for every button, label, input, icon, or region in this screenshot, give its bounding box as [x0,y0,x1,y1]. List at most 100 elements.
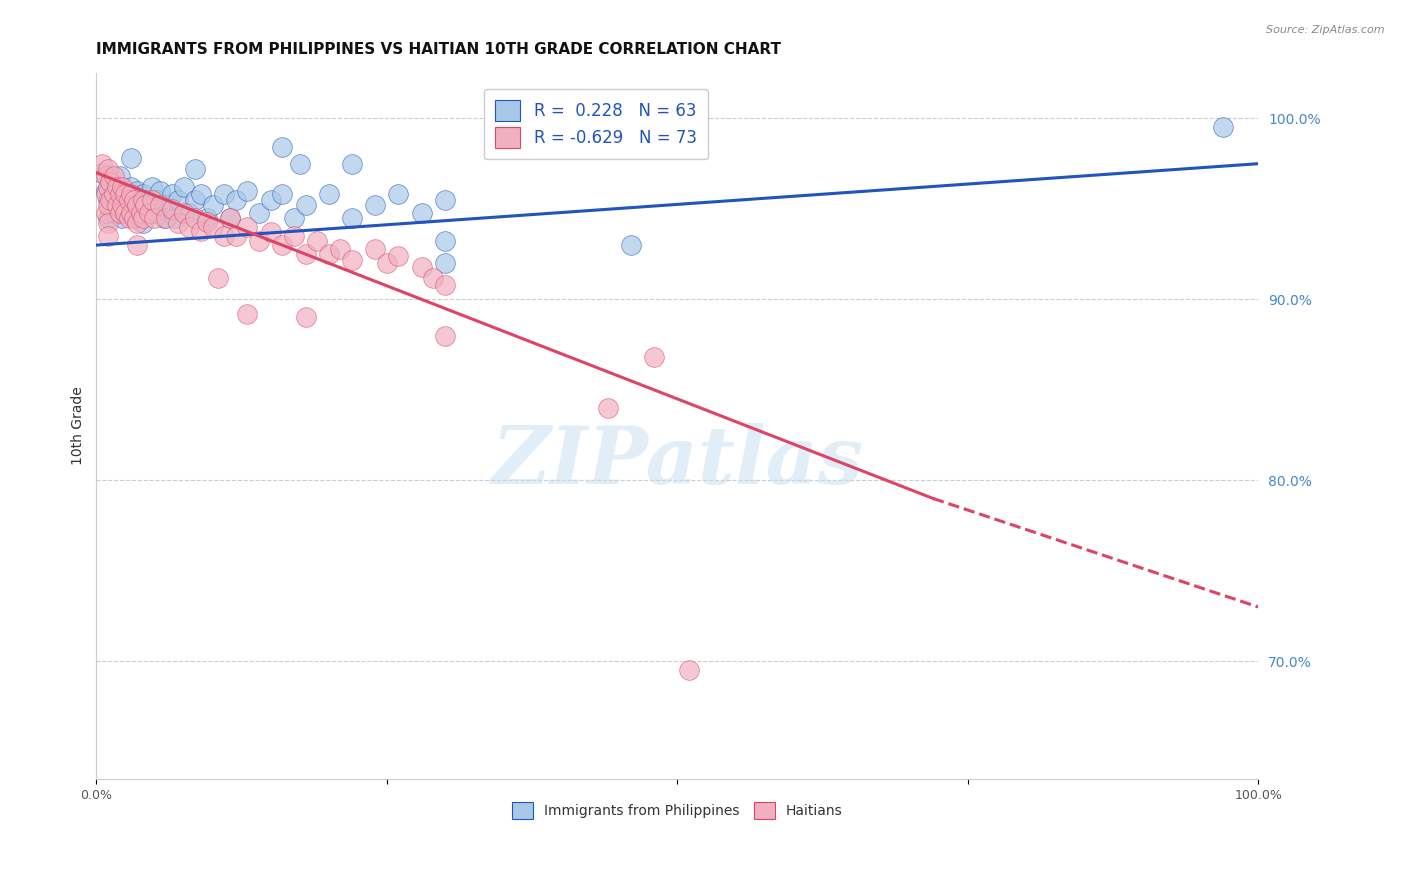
Point [132,211,155,225]
Point [98,175,121,189]
Point [166,216,188,230]
Point [118,211,141,225]
Point [283,229,305,244]
Point [212,229,235,244]
Point [219,211,242,225]
Point [108,205,131,219]
Text: Source: ZipAtlas.com: Source: ZipAtlas.com [1267,25,1385,35]
Point [411,260,433,274]
Point [103,169,125,184]
Point [97,216,120,230]
Point [620,238,643,252]
Text: IMMIGRANTS FROM PHILIPPINES VS HAITIAN 10TH GRADE CORRELATION CHART: IMMIGRANTS FROM PHILIPPINES VS HAITIAN 1… [97,42,782,57]
Point [340,156,363,170]
Point [364,198,387,212]
Point [129,198,152,212]
Point [247,205,270,219]
Point [288,156,311,170]
Point [433,277,456,292]
Point [120,151,142,165]
Point [225,193,247,207]
Point [141,180,163,194]
Point [105,180,128,194]
Point [91,156,114,170]
Point [94,184,117,198]
Point [97,162,120,177]
Point [97,198,120,212]
Point [146,193,169,207]
Point [433,193,456,207]
Point [105,193,128,207]
Point [184,211,207,225]
Point [120,187,142,202]
Point [195,214,218,228]
Point [318,247,340,261]
Point [165,211,187,225]
Point [160,187,183,202]
Point [152,211,174,225]
Point [173,205,195,219]
Point [97,193,120,207]
Point [212,187,235,202]
Point [120,180,142,194]
Point [294,198,316,212]
Point [259,193,281,207]
Point [149,184,172,198]
Point [236,219,259,234]
Point [134,202,156,216]
Point [94,169,117,184]
Point [138,193,160,207]
Point [91,166,114,180]
Point [643,351,665,365]
Point [166,193,188,207]
Point [122,193,145,207]
Text: ZIPatlas: ZIPatlas [491,423,863,500]
Point [114,184,136,198]
Point [105,198,128,212]
Point [387,187,409,202]
Point [207,270,229,285]
Point [190,187,212,202]
Point [132,193,155,207]
Point [122,211,145,225]
Point [129,205,152,219]
Point [219,211,242,225]
Point [120,205,142,219]
Point [179,205,201,219]
Point [184,162,207,177]
Point [387,249,409,263]
Point [411,205,433,219]
Point [247,235,270,249]
Point [120,205,142,219]
Point [271,187,294,202]
Point [111,211,134,225]
Point [225,229,247,244]
Point [108,169,131,184]
Point [433,256,456,270]
Point [97,180,120,194]
Point [160,202,183,216]
Point [678,664,700,678]
Point [201,219,224,234]
Point [132,216,155,230]
Point [340,252,363,267]
Point [122,193,145,207]
Point [294,310,316,325]
Point [125,198,148,212]
Point [125,216,148,230]
Point [375,256,398,270]
Point [155,211,177,225]
Point [108,198,131,212]
Point [114,202,136,216]
Point [98,193,121,207]
Point [132,187,155,202]
Legend: Immigrants from Philippines, Haitians: Immigrants from Philippines, Haitians [506,797,848,825]
Point [98,175,121,189]
Point [329,242,352,256]
Point [114,187,136,202]
Point [118,193,141,207]
Point [340,211,363,225]
Point [271,238,294,252]
Point [433,328,456,343]
Point [173,180,195,194]
